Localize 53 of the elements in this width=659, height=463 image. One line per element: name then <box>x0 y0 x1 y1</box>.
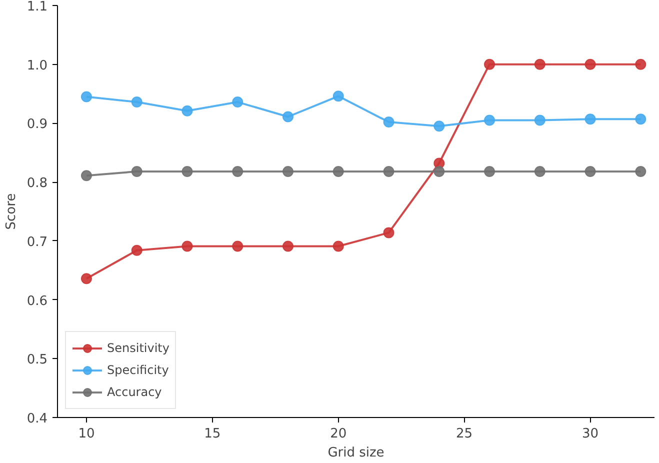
legend-label: Specificity <box>107 363 169 377</box>
x-axis-title: Grid size <box>328 446 384 460</box>
x-tick-label: 30 <box>582 426 599 442</box>
point <box>584 114 596 125</box>
point <box>182 240 193 252</box>
y-tick-label: 0.7 <box>26 234 48 250</box>
point <box>131 96 142 108</box>
y-tick-label: 0.4 <box>26 412 48 426</box>
point <box>534 166 546 177</box>
x-tick-label: 25 <box>456 426 473 442</box>
y-tick-label: 0.5 <box>26 352 48 368</box>
point <box>80 273 92 284</box>
point <box>635 58 646 70</box>
point <box>434 120 445 132</box>
point <box>182 105 193 116</box>
point <box>282 166 294 177</box>
point <box>332 166 344 177</box>
point <box>584 58 596 70</box>
point <box>131 166 142 177</box>
point <box>534 58 546 70</box>
point <box>434 166 445 177</box>
point <box>484 166 496 177</box>
legend-label: Accuracy <box>107 385 162 399</box>
legend-label: Sensitivity <box>107 341 170 355</box>
point <box>131 244 142 256</box>
point <box>332 90 344 102</box>
point <box>383 166 394 177</box>
point <box>635 114 646 125</box>
point <box>332 240 344 252</box>
point <box>182 166 193 177</box>
point <box>232 240 244 252</box>
x-tick-label: 10 <box>78 426 95 442</box>
point <box>534 114 546 126</box>
y-tick-label: 0.8 <box>26 176 48 192</box>
point <box>80 170 92 182</box>
point <box>584 166 596 177</box>
y-axis-title: Score <box>4 193 19 230</box>
y-tick-label: 0.6 <box>26 294 48 309</box>
x-tick-label: 15 <box>204 426 221 442</box>
point <box>383 116 394 128</box>
point <box>282 240 294 252</box>
point <box>484 58 496 70</box>
point <box>80 91 92 102</box>
point <box>232 96 244 108</box>
point <box>383 227 394 238</box>
point <box>484 114 496 126</box>
y-tick-label: 0.9 <box>26 117 48 132</box>
y-tick-label: 1.0 <box>26 58 48 74</box>
point <box>635 166 646 177</box>
point <box>282 111 294 122</box>
point <box>232 166 244 177</box>
y-tick-label: 1.1 <box>26 0 48 14</box>
x-tick-label: 20 <box>330 426 347 442</box>
